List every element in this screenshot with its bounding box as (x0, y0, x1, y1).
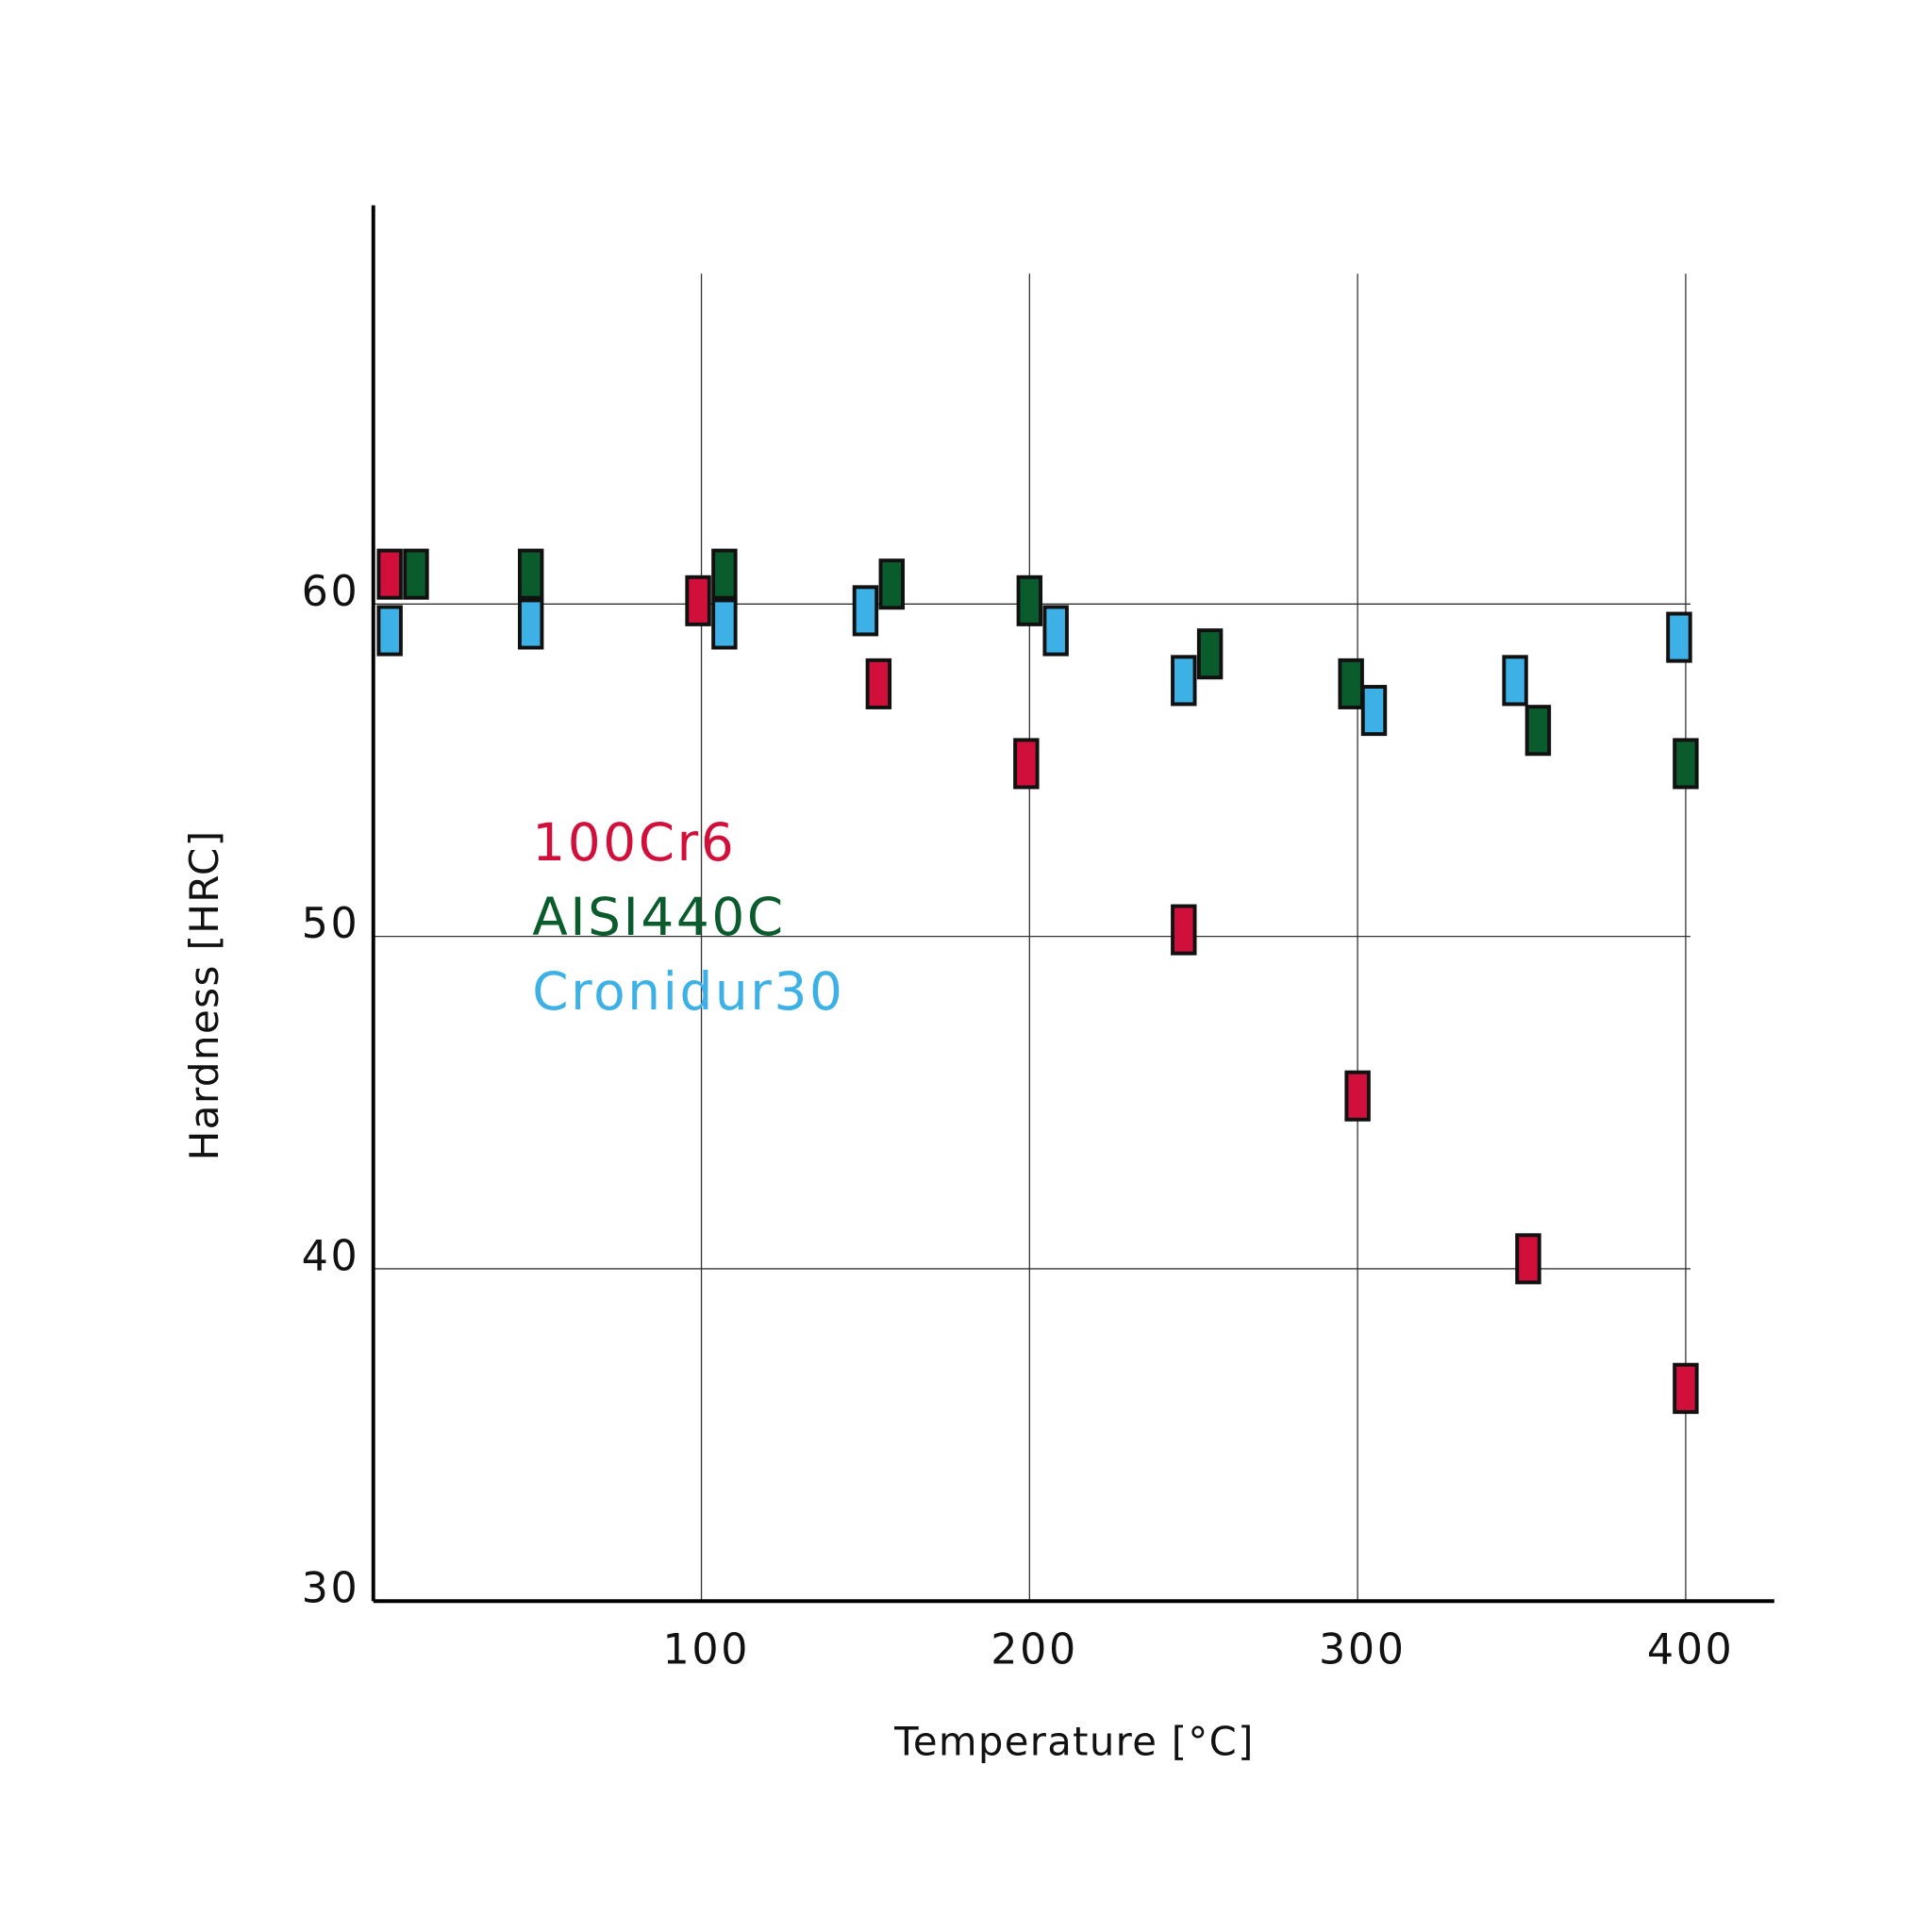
data-point (1196, 628, 1224, 680)
data-point (517, 598, 544, 650)
data-point (711, 598, 738, 650)
data-point (403, 548, 429, 600)
data-point (1042, 605, 1069, 657)
x-tick-label: 100 (662, 1624, 750, 1674)
data-point (1515, 1233, 1541, 1285)
y-tick-label: 60 (302, 567, 360, 616)
data-point (1171, 655, 1197, 707)
legend-label: Cronidur30 (532, 961, 844, 1022)
data-point (1013, 738, 1040, 790)
legend-label: AISI440C (532, 887, 786, 947)
data-point (1344, 1070, 1371, 1122)
y-tick-label: 40 (302, 1231, 360, 1280)
data-point (517, 548, 544, 600)
data-point (1016, 575, 1043, 626)
data-point (711, 548, 738, 600)
x-tick-label: 400 (1647, 1624, 1735, 1674)
x-tick-label: 200 (991, 1624, 1078, 1674)
data-point (1502, 655, 1528, 707)
y-tick-label: 50 (302, 899, 360, 948)
y-tick-label: 30 (302, 1564, 360, 1613)
data-point (1338, 658, 1364, 709)
data-point (1673, 738, 1699, 790)
data-point (1524, 705, 1552, 757)
legend-label: 100Cr6 (532, 812, 736, 873)
data-point (685, 575, 711, 626)
data-point (1360, 685, 1388, 737)
data-point (878, 558, 905, 610)
x-tick-label: 300 (1319, 1624, 1407, 1674)
data-point (376, 548, 403, 600)
data-point (376, 605, 403, 657)
data-point (1171, 904, 1197, 956)
data-point (865, 658, 892, 709)
x-axis-label: Temperature [°C] (893, 1718, 1255, 1764)
y-axis-label: Hardness [HRC] (181, 830, 227, 1161)
data-point (852, 585, 879, 637)
data-point (1666, 611, 1692, 663)
data-point (1673, 1362, 1699, 1414)
